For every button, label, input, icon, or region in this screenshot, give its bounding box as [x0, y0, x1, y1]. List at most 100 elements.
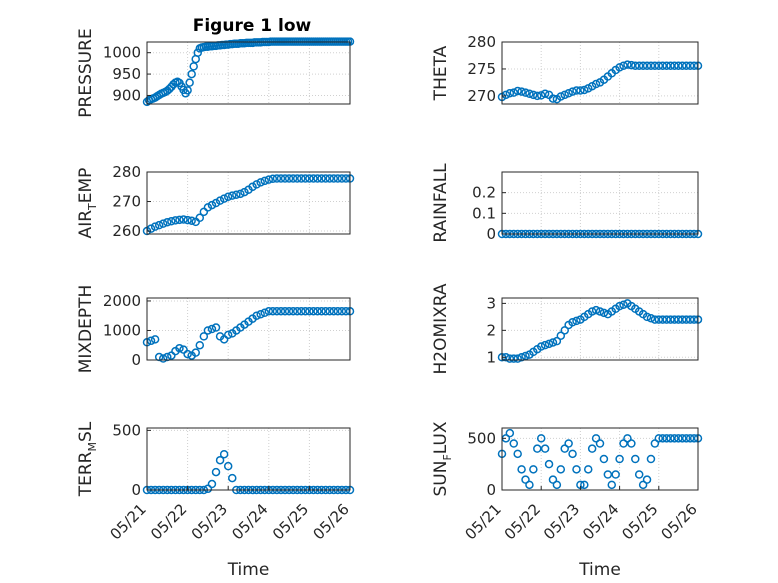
data-point: [195, 213, 205, 223]
data-point: [207, 324, 217, 334]
data-point: [195, 340, 205, 350]
data-point: [505, 428, 515, 438]
data-point: [603, 470, 613, 479]
data-point: [666, 434, 675, 443]
data-point: [264, 307, 274, 316]
data-point: [619, 61, 628, 70]
data-point: [280, 174, 290, 183]
data-point: [540, 89, 550, 99]
axes-background: [147, 42, 350, 104]
data-point: [325, 307, 334, 316]
data-point: [611, 470, 620, 479]
x-tick-label: 05/24: [579, 500, 622, 543]
data-point: [536, 434, 546, 443]
x-tick-label: 05/26: [658, 500, 701, 543]
data-point: [678, 61, 687, 70]
data-point: [187, 216, 196, 225]
data-point: [203, 326, 213, 335]
data-point: [207, 479, 217, 489]
data-point: [595, 307, 605, 316]
data-point: [548, 338, 558, 347]
data-point: [599, 308, 609, 318]
data-point: [509, 439, 519, 448]
data-point: [272, 174, 282, 183]
data-point: [228, 191, 237, 200]
data-point: [685, 315, 695, 324]
data-point: [681, 61, 691, 70]
y-tick-label: 1000: [103, 44, 141, 62]
data-point: [301, 307, 310, 316]
data-point: [654, 61, 664, 70]
data-point: [658, 434, 667, 443]
data-point: [171, 216, 180, 225]
data-point: [529, 465, 538, 474]
data-point: [572, 86, 581, 95]
data-point: [292, 307, 302, 316]
data-point: [309, 174, 318, 183]
data-point: [517, 353, 526, 362]
data-point: [284, 307, 294, 316]
data-point: [305, 174, 314, 183]
data-point: [560, 444, 569, 453]
x-tick-label: 05/23: [188, 500, 231, 543]
data-point: [150, 222, 160, 231]
y-tick-label: 0: [131, 481, 141, 499]
data-point: [572, 316, 581, 326]
data-point: [146, 224, 156, 233]
data-point: [223, 192, 233, 202]
data-point: [634, 61, 644, 70]
x-tick-label: 05/22: [147, 500, 190, 543]
data-point: [619, 439, 628, 448]
data-point: [615, 301, 624, 311]
data-point: [544, 459, 554, 469]
y-tick-label: 1000: [103, 321, 141, 339]
data-point: [183, 215, 192, 225]
data-point: [203, 484, 213, 494]
data-point: [288, 174, 298, 183]
data-point: [228, 473, 237, 483]
data-point: [583, 465, 593, 474]
data-point: [658, 61, 667, 70]
data-point: [685, 61, 695, 70]
data-point: [525, 89, 534, 99]
data-point: [333, 307, 343, 316]
data-point: [272, 307, 282, 316]
data-point: [564, 439, 573, 448]
data-point: [662, 315, 671, 324]
y-axis-label: AIRTEMP: [76, 168, 99, 239]
data-point: [158, 219, 168, 228]
data-point: [309, 307, 318, 316]
data-point: [525, 480, 534, 490]
y-tick-label: 260: [112, 222, 141, 240]
data-point: [548, 94, 558, 103]
data-point: [666, 61, 675, 70]
data-point: [167, 217, 176, 226]
data-point: [580, 85, 589, 95]
data-point: [509, 88, 519, 97]
y-tick-label: 500: [467, 429, 496, 447]
data-point: [556, 331, 566, 340]
x-tick-label: 05/22: [501, 500, 544, 543]
data-point: [627, 60, 636, 70]
data-point: [591, 305, 601, 315]
data-point: [646, 61, 656, 70]
data-point: [337, 174, 347, 183]
data-point: [638, 480, 648, 490]
y-tick-label: 900: [112, 86, 141, 104]
y-axis-label: THETA: [431, 45, 451, 101]
data-point: [670, 434, 679, 443]
data-point: [568, 318, 577, 327]
data-point: [341, 174, 351, 183]
axes-box: [501, 427, 699, 491]
data-point: [634, 470, 644, 479]
data-point: [189, 62, 198, 71]
data-point: [587, 444, 597, 453]
data-point: [146, 336, 156, 346]
data-point: [548, 475, 558, 484]
data-point: [185, 78, 194, 87]
data-point: [260, 308, 269, 318]
data-point: [670, 315, 679, 324]
